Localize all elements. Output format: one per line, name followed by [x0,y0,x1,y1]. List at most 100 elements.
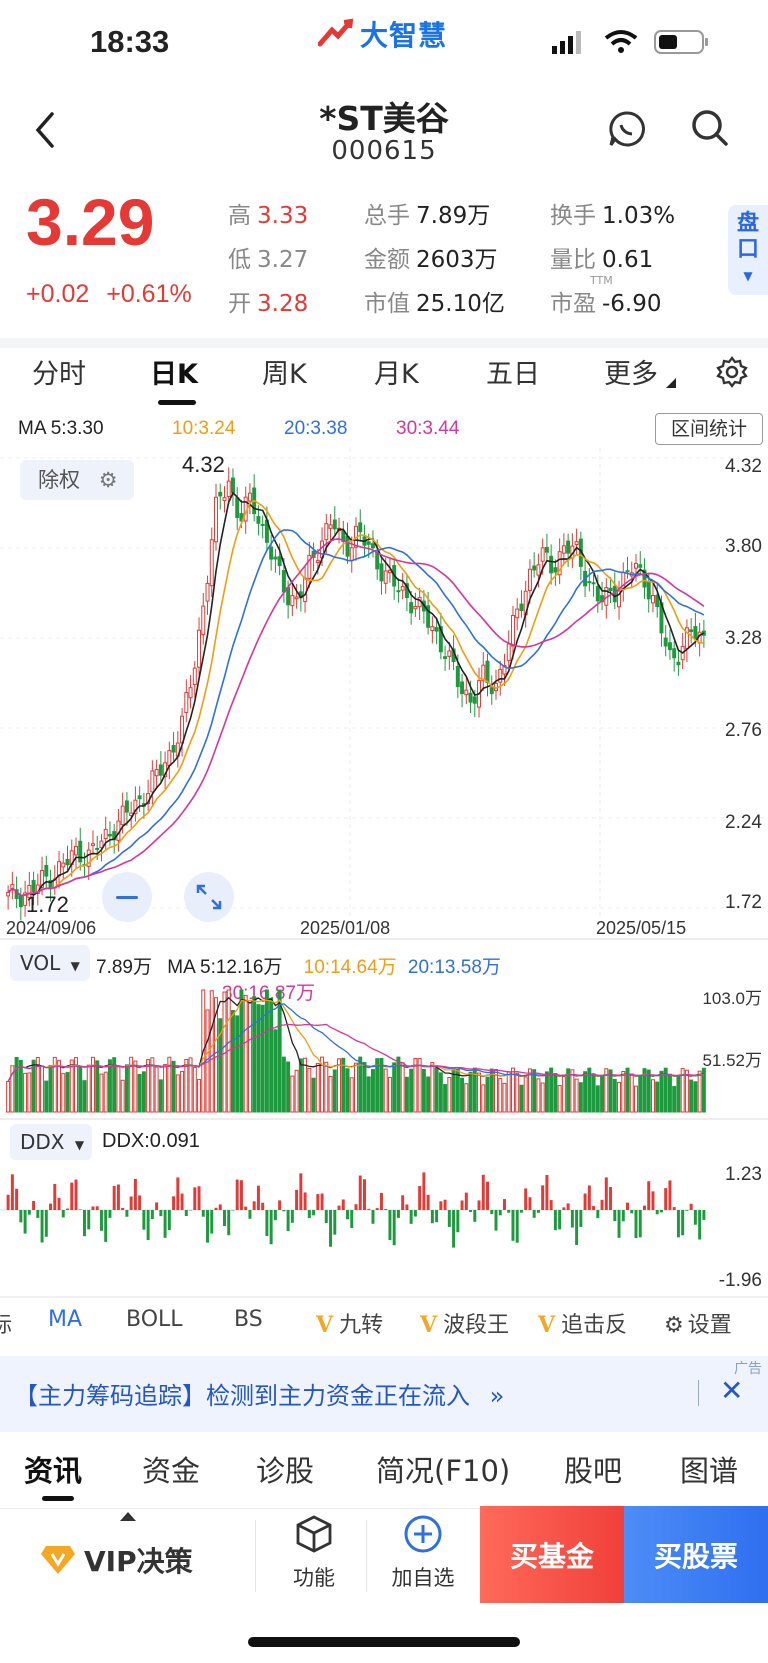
tab-diagnosis[interactable]: 诊股 [256,1454,315,1488]
indicator-bs[interactable]: BS [234,1307,263,1332]
quote-turnover: 换手 1.03% [550,203,676,229]
candle-body [256,516,261,524]
adjust-chip[interactable]: 除权 ⚙ [20,460,134,500]
tab-five-day[interactable]: 五日 [486,359,540,390]
add-watchlist-button[interactable]: 加自选 [382,1514,464,1592]
candle-body [197,629,202,668]
indicator-jiuzhuan[interactable]: V 九转 [316,1312,384,1338]
candle-body [650,594,655,604]
ddx-bar [99,1210,103,1231]
volume-bar [438,1072,443,1113]
kline-chart[interactable] [0,448,768,938]
indicator-ma[interactable]: MA [48,1307,83,1332]
candle-body [192,667,197,685]
volume-bar [472,1067,477,1113]
vol-axis-top: 103.0万 [702,989,762,1008]
volume-bar [659,1070,664,1113]
volume-bar [701,1067,706,1113]
volume-bar [634,1085,638,1113]
home-indicator[interactable] [248,1637,520,1647]
zoom-out-button[interactable] [102,872,152,922]
candle-body [540,547,545,562]
volume-bar [78,1065,83,1113]
candle-body [273,556,278,560]
ddx-bar [363,1179,366,1210]
ddx-bar [566,1203,570,1210]
candle-body [358,522,363,533]
ddx-bar [681,1210,685,1236]
volume-bar [676,1075,681,1113]
ddx-bar [545,1174,549,1210]
tab-news[interactable]: 资讯 [24,1454,83,1488]
tab-daily-k[interactable]: 日K [150,359,198,390]
buy-stock-button[interactable]: 买股票 [624,1506,768,1603]
tab-weekly-k[interactable]: 周K [262,359,307,390]
volume-bar [519,1084,524,1113]
candle-body [532,565,537,571]
buy-fund-button[interactable]: 买基金 [480,1506,624,1603]
fullscreen-button[interactable] [184,872,234,922]
indicator-boll[interactable]: BOLL [126,1307,183,1332]
tab-more[interactable]: 更多 [604,359,658,390]
ddx-chip[interactable]: DDX ▼ [10,1124,92,1160]
ddx-bar [307,1210,311,1219]
tab-forum[interactable]: 股吧 [564,1454,623,1488]
volume-bar [6,1081,11,1113]
more-corner-icon [666,378,676,388]
ad-banner[interactable] [0,1356,768,1432]
range-stats-button[interactable]: 区间统计 [655,413,763,445]
volume-bar [638,1075,643,1113]
ddx-bar [354,1204,358,1210]
ddx-bar [613,1210,617,1222]
ddx-bar [668,1180,672,1210]
tab-graph[interactable]: 图谱 [680,1454,739,1488]
ma30-line [7,538,705,897]
indicator-zhuiji[interactable]: V 追击反 [538,1312,628,1338]
vol-chip[interactable]: VOL ▼ [10,945,90,981]
pankou-label: 盘口 [736,211,759,262]
volume-bar [277,989,282,1113]
volume-bar [294,1069,299,1113]
candle-body [375,551,380,570]
quote-mcap: 市值 25.10亿 [364,291,505,317]
ddx-bar [129,1196,133,1210]
candle-body [396,590,401,593]
tab-f10[interactable]: 简况(F10) [376,1454,511,1488]
pankou-button[interactable]: 盘口 ▼ [728,205,768,295]
volume-bar [583,1071,588,1113]
ddx-bar [583,1193,587,1210]
vip-decision-button[interactable]: VIP决策 [40,1540,193,1580]
chat-icon[interactable] [608,110,646,148]
close-icon[interactable]: ✕ [720,1374,744,1407]
volume-bar [587,1067,592,1113]
ddx-bar [172,1196,176,1210]
volume-bar [320,1056,325,1113]
volume-bar [451,1068,456,1113]
ddx-bar [676,1210,680,1238]
indicator-settings[interactable]: ⚙ 设置 [664,1313,732,1338]
caret-down-icon: ▼ [74,1138,85,1152]
indicator-boduan[interactable]: V 波段王 [420,1312,510,1338]
tab-fenshi[interactable]: 分时 [32,359,86,390]
volume-bar [612,1078,617,1113]
candle-body [188,687,193,699]
volume-bar [595,1085,600,1113]
ddx-bar [456,1210,460,1233]
search-icon[interactable] [690,108,730,148]
ad-text[interactable]: 【主力筹码追踪】检测到主力资金正在流入 » [14,1382,505,1410]
function-button[interactable]: 功能 [274,1514,354,1592]
volume-bar [337,1058,342,1113]
ddx-bar [647,1181,651,1210]
gear-icon[interactable] [716,356,748,388]
ddx-bar [36,1210,40,1218]
volume-bar [48,1064,53,1113]
candle-body [345,535,350,557]
candle-body [672,648,677,659]
indicator-partial[interactable]: 标 [0,1313,13,1338]
candle-body [468,692,473,703]
candle-body [281,570,286,593]
back-icon[interactable] [32,110,58,150]
ddx-bar [418,1185,422,1210]
tab-funds[interactable]: 资金 [142,1454,201,1488]
tab-monthly-k[interactable]: 月K [374,359,419,390]
